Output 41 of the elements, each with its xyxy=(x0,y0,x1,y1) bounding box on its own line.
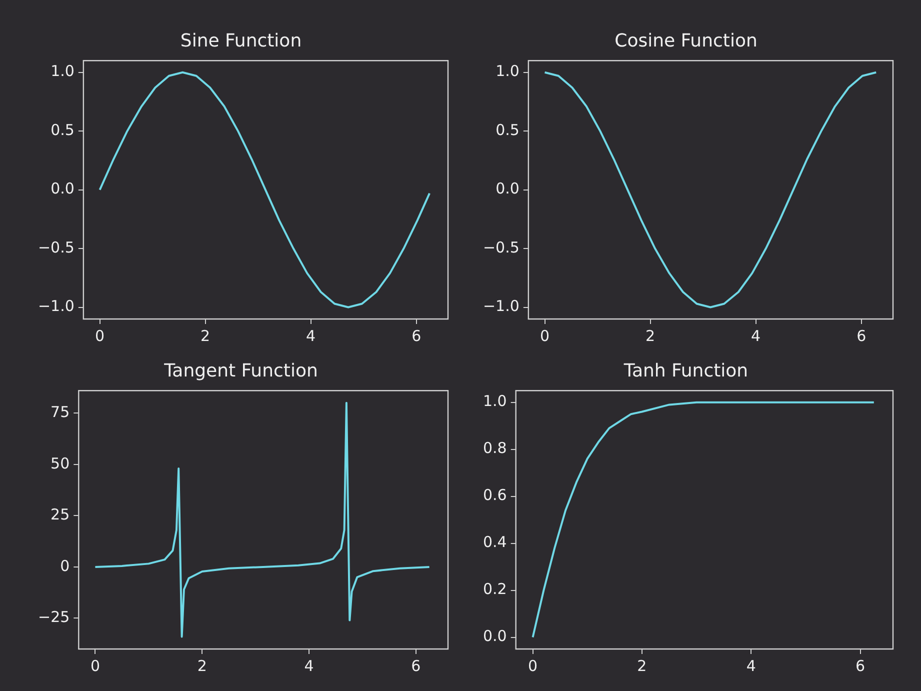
x-tick-label: 2 xyxy=(637,656,647,675)
x-tick-label: 4 xyxy=(751,326,761,345)
x-tick-label: 4 xyxy=(746,656,756,675)
y-tick-label: 0.5 xyxy=(496,120,520,139)
x-tick-label: 0 xyxy=(540,326,550,345)
y-tick-label: −0.5 xyxy=(482,238,520,256)
y-tick-label: 1.0 xyxy=(482,392,507,410)
x-tick-label: 6 xyxy=(411,656,421,675)
chart-title: Cosine Function xyxy=(614,30,758,52)
x-tick-label: 2 xyxy=(646,326,656,345)
x-tick-label: 6 xyxy=(855,656,866,675)
y-tick-label: −25 xyxy=(38,608,70,626)
y-tick-label: 0.6 xyxy=(482,486,507,504)
y-tick-label: 0.0 xyxy=(50,180,74,198)
y-tick-label: 75 xyxy=(50,403,70,422)
x-tick-label: 6 xyxy=(856,326,866,345)
x-tick-label: 4 xyxy=(306,326,316,345)
x-tick-label: 4 xyxy=(304,656,314,675)
y-tick-label: 0.4 xyxy=(482,533,507,552)
y-tick-label: 25 xyxy=(50,506,70,524)
y-tick-label: 1.0 xyxy=(50,62,74,80)
y-tick-label: 50 xyxy=(50,454,70,472)
y-tick-label: 0.0 xyxy=(496,180,520,198)
y-tick-label: 0.0 xyxy=(482,627,507,646)
y-tick-label: 0 xyxy=(60,556,70,575)
chart-title: Tangent Function xyxy=(163,360,318,382)
x-tick-label: 2 xyxy=(197,656,207,675)
chart-title: Tanh Function xyxy=(622,360,748,382)
chart-title: Sine Function xyxy=(180,30,302,52)
x-tick-label: 6 xyxy=(412,326,422,345)
y-tick-label: 0.5 xyxy=(50,120,74,139)
x-tick-label: 0 xyxy=(528,656,538,675)
x-tick-label: 0 xyxy=(90,656,100,675)
y-tick-label: −0.5 xyxy=(38,238,74,256)
y-tick-label: −1.0 xyxy=(482,297,520,316)
x-tick-label: 2 xyxy=(200,326,210,345)
y-tick-label: 1.0 xyxy=(496,62,520,80)
y-tick-label: 0.8 xyxy=(482,439,507,458)
x-tick-label: 0 xyxy=(95,326,105,345)
y-tick-label: 0.2 xyxy=(482,580,507,598)
y-tick-label: −1.0 xyxy=(38,297,74,316)
